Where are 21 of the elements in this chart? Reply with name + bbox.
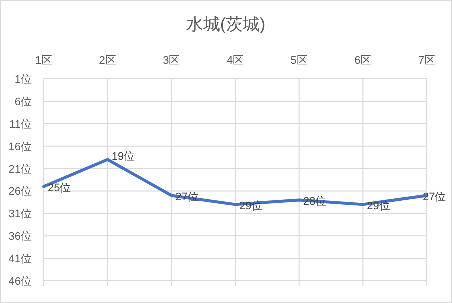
x-tick-label: 4区 xyxy=(226,55,244,67)
y-tick-label: 31位 xyxy=(8,208,32,221)
x-tick-label: 2区 xyxy=(99,55,116,67)
y-tick-label: 11位 xyxy=(10,118,32,131)
y-tick-label: 6位 xyxy=(14,96,32,108)
data-label: 19位 xyxy=(112,150,136,163)
y-tick-label: 21位 xyxy=(8,164,32,176)
x-tick-label: 1区 xyxy=(35,55,53,67)
y-tick-label: 26位 xyxy=(8,186,32,198)
title: 水城(茨城) xyxy=(186,15,266,34)
x-tick-label: 6区 xyxy=(354,55,372,67)
data-label: 27位 xyxy=(423,192,446,204)
y-tick-label: 41位 xyxy=(8,254,32,266)
y-tick-label: 16位 xyxy=(8,141,32,154)
x-tick-label: 7区 xyxy=(418,55,436,67)
y-tick-label: 1位 xyxy=(14,74,32,86)
x-tick-label: 5区 xyxy=(290,55,308,67)
data-label: 25位 xyxy=(48,182,72,195)
y-tick-label: 46位 xyxy=(8,276,32,288)
x-tick-label: 3区 xyxy=(163,55,180,67)
y-tick-label: 36位 xyxy=(8,231,32,244)
